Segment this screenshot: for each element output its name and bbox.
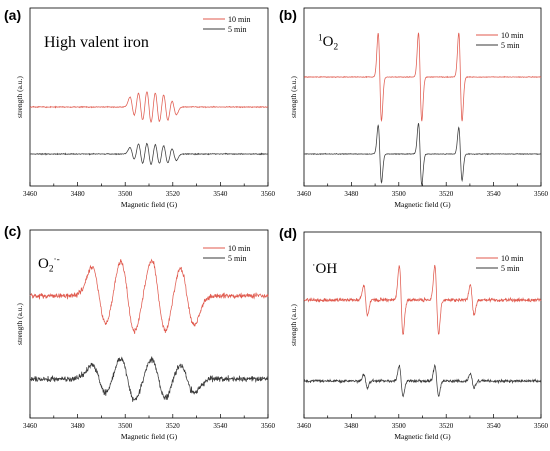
panel-b: (b) 3460 3480 3500 3520 3540 3560 Magnetic fiel… — [279, 7, 549, 209]
legend-label: 10 min — [501, 31, 523, 40]
y-axis-label: strength (a.u.) — [289, 304, 298, 346]
legend-label: 5 min — [501, 41, 519, 50]
legend-label: 5 min — [228, 25, 246, 34]
legend-label: 10 min — [228, 244, 250, 253]
x-tick-label: 3460 — [297, 190, 312, 198]
x-tick-label: 3500 — [118, 190, 133, 198]
panel-letter: (d) — [279, 225, 297, 241]
x-tick-label: 3560 — [261, 190, 276, 198]
panel-letter: (a) — [4, 7, 21, 23]
x-tick-label: 3480 — [71, 422, 86, 430]
series-line — [303, 123, 542, 187]
x-tick-label: 3460 — [23, 190, 38, 198]
x-tick-label: 3500 — [118, 422, 133, 430]
legend-label: 5 min — [228, 254, 246, 263]
series-line — [303, 363, 542, 398]
series-line — [29, 258, 269, 334]
x-axis-label: Magnetic field (G) — [121, 200, 178, 209]
panel-d: (d) 3460 3480 3500 3520 3540 3560 Magnetic fiel… — [279, 225, 549, 441]
title-main: O — [323, 34, 334, 50]
species-title: ·OH — [312, 261, 337, 278]
x-axis-label: Magnetic field (G) — [394, 432, 451, 441]
x-axis-label: Magnetic field (G) — [394, 200, 451, 209]
title-superscript: 1 — [318, 33, 323, 43]
legend-label: 5 min — [501, 264, 519, 273]
y-axis-label: strength (a.u.) — [15, 76, 24, 118]
title-main: OH — [316, 261, 338, 277]
species-title: High valent iron — [44, 34, 149, 51]
x-tick-label: 3560 — [261, 422, 276, 430]
x-tick-label: 3500 — [392, 422, 407, 430]
x-tick-label: 3480 — [344, 190, 359, 198]
x-tick-label: 3560 — [534, 422, 549, 430]
x-tick-label: 3540 — [213, 190, 228, 198]
y-axis-label: strength (a.u.) — [15, 303, 24, 345]
series-line — [29, 142, 269, 165]
species-title: 1O2 — [318, 33, 339, 52]
x-tick-label: 3460 — [297, 422, 312, 430]
x-tick-label: 3460 — [23, 422, 38, 430]
x-tick-label: 3520 — [166, 422, 181, 430]
x-tick-label: 3500 — [392, 190, 407, 198]
series-line — [303, 264, 542, 335]
x-axis-label: Magnetic field (G) — [121, 432, 178, 441]
panel-c: (c) 3460 3480 3500 3520 3540 3560 Magnetic fiel… — [4, 223, 276, 441]
title-superscript: · — [312, 261, 316, 272]
legend-label: 10 min — [501, 254, 523, 263]
x-tick-label: 3480 — [71, 190, 86, 198]
title-superscript: ·- — [54, 255, 60, 265]
panel-letter: (c) — [4, 223, 21, 239]
panel-a: (a) 3460 3480 3500 3520 3540 3560 Magnetic fiel… — [4, 7, 276, 209]
species-title: O2·- — [38, 255, 60, 274]
x-tick-label: 3520 — [166, 190, 181, 198]
x-tick-label: 3540 — [213, 422, 228, 430]
legend-label: 10 min — [228, 15, 250, 24]
panel-letter: (b) — [279, 7, 297, 23]
x-tick-label: 3540 — [487, 190, 502, 198]
x-tick-label: 3560 — [534, 190, 549, 198]
series-line — [303, 32, 542, 123]
title-subscript: 2 — [334, 42, 339, 52]
x-tick-label: 3480 — [344, 422, 359, 430]
title-main: O — [38, 256, 49, 272]
series-line — [29, 356, 269, 402]
x-tick-label: 3520 — [439, 422, 454, 430]
series-line — [29, 91, 269, 123]
x-tick-label: 3540 — [487, 422, 502, 430]
x-tick-label: 3520 — [439, 190, 454, 198]
title-subscript: 2 — [49, 264, 54, 274]
y-axis-label: strength (a.u.) — [289, 76, 298, 118]
